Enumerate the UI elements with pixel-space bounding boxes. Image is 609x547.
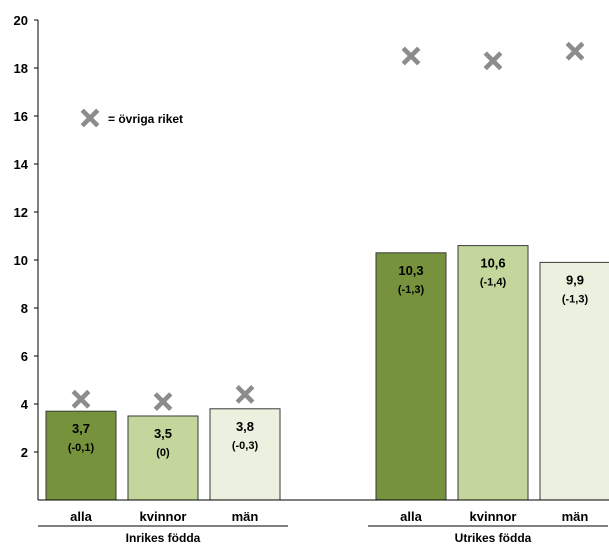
- y-tick-label: 8: [21, 301, 28, 316]
- bar: [45, 410, 117, 501]
- bar-value-label: 3,7: [72, 421, 90, 436]
- marker-point: [71, 389, 91, 409]
- y-tick-label: 14: [14, 157, 29, 172]
- bar-value-label: 10,6: [480, 256, 505, 271]
- y-tick-label: 16: [14, 109, 28, 124]
- marker-point: [153, 392, 173, 412]
- bar-change-label: (-1,3): [562, 293, 589, 305]
- legend-marker-icon: [80, 108, 100, 128]
- bar: [457, 245, 529, 501]
- x-category-label: alla: [400, 509, 422, 524]
- x-category-label: kvinnor: [470, 509, 517, 524]
- comparison-markers: [71, 41, 585, 412]
- bar-value-label: 3,5: [154, 426, 172, 441]
- bar-change-label: (-1,3): [398, 284, 425, 296]
- marker-point: [401, 46, 421, 66]
- y-tick-label: 12: [14, 205, 28, 220]
- y-axis: 2 4 6 8 10 12 14 16 18 20: [14, 13, 39, 500]
- bar-change-label: (-0,1): [68, 442, 95, 454]
- x-category-label: män: [562, 509, 589, 524]
- bars: [45, 245, 609, 501]
- group-label: Inrikes födda: [126, 531, 201, 545]
- y-tick-label: 2: [21, 445, 28, 460]
- marker-point: [483, 51, 503, 71]
- y-tick-label: 20: [14, 13, 28, 28]
- bar-change-label: (0): [156, 447, 170, 459]
- legend: = övriga riket: [80, 108, 183, 128]
- x-category-label: män: [232, 509, 259, 524]
- marker-point: [235, 384, 255, 404]
- bar-value-label: 9,9: [566, 272, 584, 287]
- bar-change-label: (-1,4): [480, 277, 507, 289]
- group-label: Utrikes födda: [455, 531, 532, 545]
- x-category-label: alla: [70, 509, 92, 524]
- bar-value-label: 10,3: [398, 263, 423, 278]
- bar-change-label: (-0,3): [232, 440, 259, 452]
- x-category-label: kvinnor: [140, 509, 187, 524]
- x-axis: alla kvinnor män Inrikes födda alla kvinnor mä…: [38, 499, 609, 545]
- bar-value-label: 3,8: [236, 419, 254, 434]
- legend-cross-shape: [80, 108, 100, 128]
- y-tick-label: 4: [21, 397, 29, 412]
- y-tick-label: 18: [14, 61, 28, 76]
- bar: [209, 408, 281, 501]
- y-tick-label: 6: [21, 349, 28, 364]
- marker-point: [565, 41, 585, 61]
- bar: [127, 415, 199, 501]
- data-labels: 3,7 (-0,1) 3,5 (0) 3,8 (-0,3) 10,3 (-1,3) 10,6 (-…: [68, 256, 589, 459]
- legend-label: = övriga riket: [108, 112, 183, 126]
- y-tick-label: 10: [14, 253, 28, 268]
- bar: [375, 252, 447, 501]
